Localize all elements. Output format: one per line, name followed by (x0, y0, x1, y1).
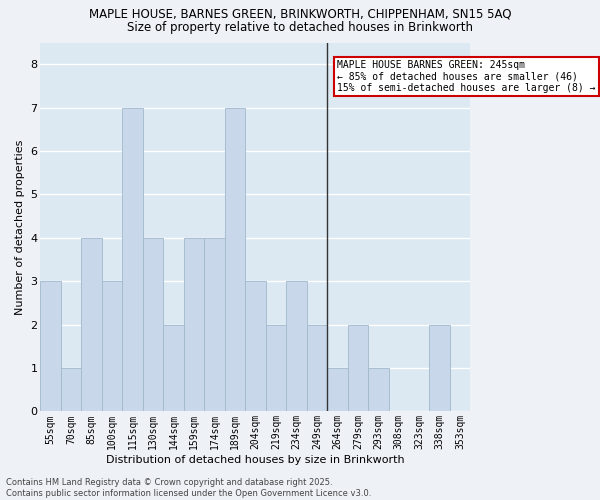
Bar (430, 324, 450, 412)
Bar (102, 281, 122, 411)
Bar (204, 238, 225, 412)
X-axis label: Distribution of detached houses by size in Brinkworth: Distribution of detached houses by size … (106, 455, 405, 465)
Bar (143, 238, 163, 412)
Bar (327, 368, 347, 412)
Text: Contains HM Land Registry data © Crown copyright and database right 2025.
Contai: Contains HM Land Registry data © Crown c… (6, 478, 371, 498)
Text: MAPLE HOUSE BARNES GREEN: 245sqm
← 85% of detached houses are smaller (46)
15% o: MAPLE HOUSE BARNES GREEN: 245sqm ← 85% o… (337, 60, 596, 93)
Bar (225, 108, 245, 412)
Y-axis label: Number of detached properties: Number of detached properties (15, 140, 25, 314)
Bar (82, 238, 102, 412)
Text: MAPLE HOUSE, BARNES GREEN, BRINKWORTH, CHIPPENHAM, SN15 5AQ: MAPLE HOUSE, BARNES GREEN, BRINKWORTH, C… (89, 8, 511, 20)
Bar (61, 368, 82, 412)
Bar (286, 281, 307, 411)
Bar (184, 238, 204, 412)
Bar (266, 324, 286, 412)
Bar (163, 324, 184, 412)
Bar (122, 108, 143, 412)
Bar (347, 324, 368, 412)
Bar (245, 281, 266, 411)
Bar (368, 368, 389, 412)
Text: Size of property relative to detached houses in Brinkworth: Size of property relative to detached ho… (127, 21, 473, 34)
Bar (307, 324, 327, 412)
Bar (40, 281, 61, 411)
